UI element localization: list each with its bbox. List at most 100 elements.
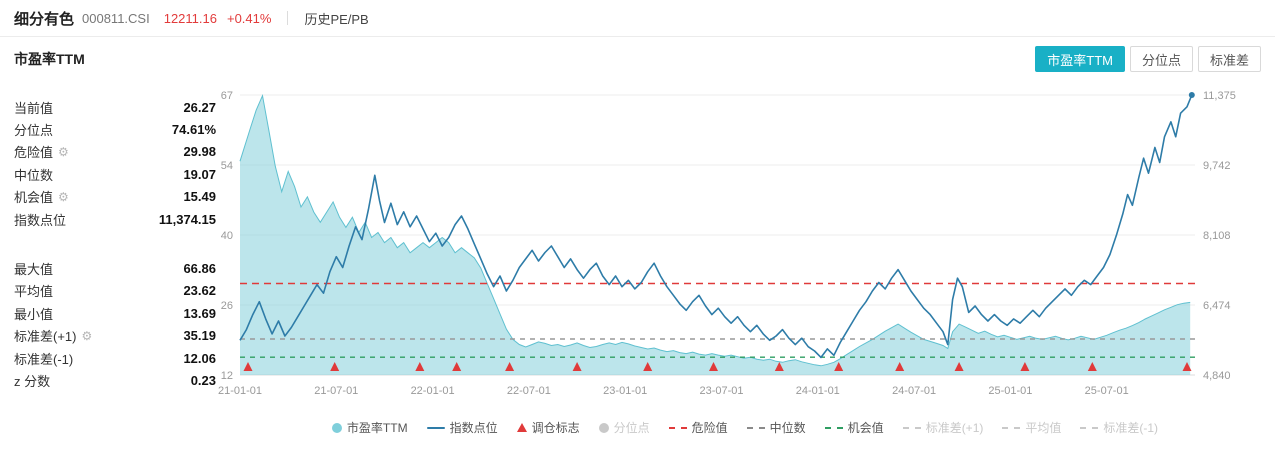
legend-dashed-icon <box>1002 426 1021 429</box>
legend-item[interactable]: 标准差(-1) <box>1080 419 1158 436</box>
legend-label: 中位数 <box>769 421 806 435</box>
stat-value: 19.07 <box>183 166 216 182</box>
rebalance-marker-icon <box>452 362 462 371</box>
x-axis-tick: 22-07-01 <box>507 385 551 397</box>
x-axis-tick: 25-07-01 <box>1085 385 1129 397</box>
x-axis-tick: 25-01-01 <box>988 385 1032 397</box>
legend-dashed-icon <box>824 426 843 429</box>
stat-row: 最小值 13.69 <box>14 302 216 324</box>
rebalance-marker-icon <box>330 362 340 371</box>
legend-item[interactable]: 调仓标志 <box>516 419 580 436</box>
nav-history-pepb[interactable]: 历史PE/PB <box>304 11 369 27</box>
rebalance-marker-icon <box>1020 362 1030 371</box>
legend-item[interactable]: 市盈率TTM <box>331 419 408 436</box>
stat-label: 当前值 <box>14 100 54 116</box>
x-axis-tick: 22-01-01 <box>411 385 455 397</box>
stat-label: 中位数 <box>14 167 54 183</box>
section-bar: 市盈率TTM 市盈率TTM 分位点 标准差 <box>0 37 1275 81</box>
rebalance-marker-icon <box>709 362 718 371</box>
stat-label: 平均值 <box>14 284 54 300</box>
rebalance-marker-icon <box>834 362 844 371</box>
legend-item[interactable]: 平均值 <box>1002 419 1061 436</box>
legend-item[interactable]: 危险值 <box>668 419 728 436</box>
legend-dashed-icon <box>902 426 921 429</box>
stats-group-1: 当前值 26.27 分位点 74.61% 危险值 ⚙ 29.98 中位数 19.07 机会值 ⚙ 15… <box>14 96 216 230</box>
stat-label: 机会值 ⚙ <box>14 189 69 206</box>
pe-ttm-area <box>240 95 1191 375</box>
right-axis-tick: 4,840 <box>1203 370 1231 382</box>
x-axis-tick: 24-01-01 <box>796 385 840 397</box>
pe-ttm-chart[interactable]: 67 11,375 54 9,742 40 8,108 26 6,474 12 4,840 21-0… <box>215 83 1275 415</box>
gear-icon[interactable]: ⚙ <box>58 189 69 204</box>
stat-value: 23.62 <box>183 283 216 299</box>
x-axis-tick: 21-01-01 <box>218 385 262 397</box>
pe-ttm-line <box>239 94 1191 367</box>
rebalance-marker-icon <box>643 362 653 371</box>
rebalance-marker-icon <box>1087 362 1097 371</box>
stat-row: 中位数 19.07 <box>14 163 216 185</box>
legend-item[interactable]: 分位点 <box>598 419 650 436</box>
gear-icon[interactable]: ⚙ <box>58 144 69 159</box>
stat-value: 13.69 <box>183 305 216 321</box>
legend-item[interactable]: 标准差(+1) <box>902 419 984 436</box>
index-price: 12211.16 <box>163 10 217 26</box>
chart-legend: 市盈率TTM 指数点位 调仓标志 分位点 危险值 中位数 机会值 标准差(+1) 平均值 标准差(… <box>215 419 1275 436</box>
rebalance-marker-icon <box>572 362 582 371</box>
rebalance-marker-icon <box>954 362 964 371</box>
stat-label: 标准差(-1) <box>14 351 74 367</box>
stat-value: 35.19 <box>183 328 216 344</box>
tab-stddev[interactable]: 标准差 <box>1197 46 1261 72</box>
metric-tab-group: 市盈率TTM 分位点 标准差 <box>1030 46 1261 72</box>
index-code: 000811.CSI <box>82 10 150 26</box>
x-axis-tick: 24-07-01 <box>892 385 936 397</box>
legend-circle-icon <box>331 422 342 433</box>
rebalance-marker-icon <box>243 362 253 371</box>
legend-label: 标准差(+1) <box>925 421 984 435</box>
gear-icon[interactable]: ⚙ <box>81 328 93 343</box>
left-axis-tick: 54 <box>221 160 233 172</box>
stat-label: 危险值 ⚙ <box>14 144 69 161</box>
stat-value: 74.61% <box>171 122 216 138</box>
stat-row: 分位点 74.61% <box>14 118 216 140</box>
stat-value: 11,374.15 <box>158 211 216 227</box>
x-axis-tick: 23-01-01 <box>603 385 647 397</box>
rebalance-marker-icon <box>505 362 515 371</box>
stat-row: 指数点位 11,374.15 <box>14 208 216 230</box>
header-divider <box>287 11 289 25</box>
legend-triangle-icon <box>516 423 527 432</box>
legend-item[interactable]: 指数点位 <box>426 419 498 436</box>
rebalance-marker-icon <box>1182 362 1192 371</box>
stat-value: 29.98 <box>183 144 216 160</box>
index-change: +0.41% <box>226 10 272 26</box>
stats-panel: 当前值 26.27 分位点 74.61% 危险值 ⚙ 29.98 中位数 19.07 机会值 ⚙ 15… <box>14 96 216 419</box>
legend-item[interactable]: 机会值 <box>824 419 884 436</box>
stat-row: 标准差(-1) 12.06 <box>14 347 216 369</box>
stats-group-2: 最大值 66.86 平均值 23.62 最小值 13.69 标准差(+1) ⚙ 35.19 标准差… <box>14 257 216 391</box>
legend-label: 市盈率TTM <box>346 421 408 435</box>
stat-row: 平均值 23.62 <box>14 280 216 302</box>
top-header: 细分有色 000811.CSI 12211.16 +0.41% 历史PE/PB <box>0 0 1275 37</box>
right-axis-tick: 6,474 <box>1203 300 1231 312</box>
rebalance-marker-icon <box>895 362 905 371</box>
stat-label: z 分数 <box>14 373 51 389</box>
stat-row: 最大值 66.86 <box>14 257 216 279</box>
legend-item[interactable]: 中位数 <box>746 419 806 436</box>
stat-value: 15.49 <box>183 189 216 205</box>
stat-row: 危险值 ⚙ 29.98 <box>14 141 216 163</box>
chart-svg[interactable]: 67 11,375 54 9,742 40 8,108 26 6,474 12 4,840 21-0… <box>215 83 1275 415</box>
legend-label: 调仓标志 <box>531 421 580 435</box>
stat-label: 最大值 <box>14 262 54 278</box>
stat-row: 当前值 26.27 <box>14 96 216 118</box>
stat-value: 26.27 <box>183 99 216 115</box>
legend-label: 分位点 <box>613 421 650 435</box>
rebalance-marker-icon <box>774 362 784 371</box>
x-axis-tick: 23-07-01 <box>699 385 743 397</box>
tab-pe-ttm[interactable]: 市盈率TTM <box>1035 46 1125 72</box>
legend-label: 标准差(-1) <box>1103 421 1159 435</box>
right-axis-tick: 9,742 <box>1203 160 1231 172</box>
legend-label: 危险值 <box>691 421 728 435</box>
left-axis-tick: 67 <box>221 90 233 102</box>
tab-percentile[interactable]: 分位点 <box>1129 46 1193 72</box>
rebalance-marker-icon <box>415 362 425 371</box>
section-title: 市盈率TTM <box>14 51 85 67</box>
